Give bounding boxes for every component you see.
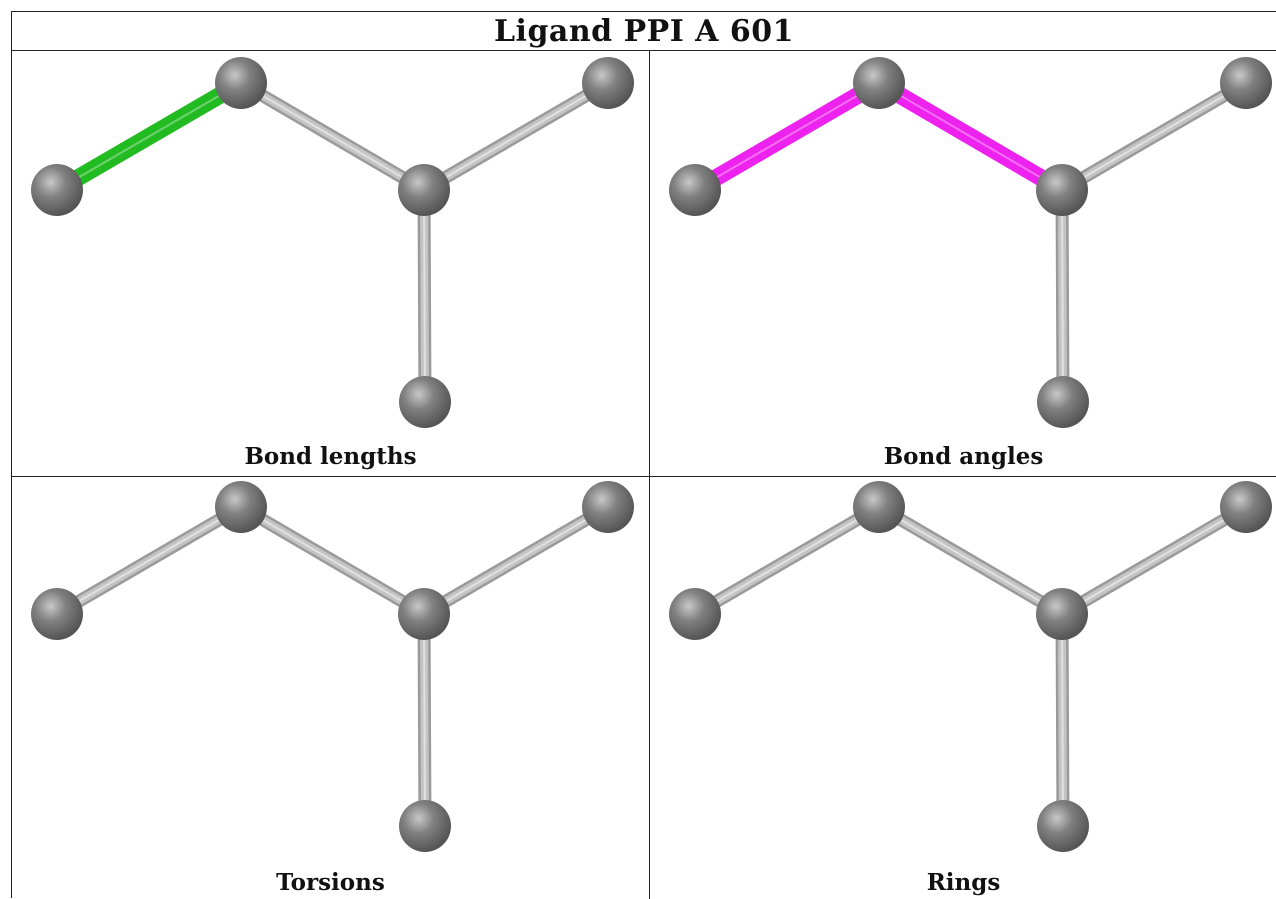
atom-a4 [582,57,634,109]
atom-a3 [1036,588,1088,640]
bond-a3-a5 [1055,613,1070,827]
atom-a4 [582,481,634,533]
bond-a3-a4 [1058,77,1250,196]
molecule-diagram [669,57,1272,428]
molecule-diagram [31,57,634,428]
atom-a3 [398,588,450,640]
bond-a2-a3 [875,501,1066,620]
bond-a3-a4 [420,77,612,196]
panel-caption: Rings [926,869,1001,896]
atom-a1 [669,588,721,640]
atom-a2 [853,57,905,109]
grid-divider-vertical [649,51,650,899]
bond-a2-a3 [237,77,428,196]
figure-title: Ligand PPI A 601 [493,13,795,49]
panel-bond-angles: Bond angles [650,52,1276,476]
bond-a3-a4 [420,501,612,620]
bond-a1-a2 [691,501,883,620]
atom-a1 [31,164,83,216]
atom-a5 [1037,800,1089,852]
figure-frame: Ligand PPI A 601 Bond lengths Bond angle… [11,11,1276,899]
atom-a4 [1220,481,1272,533]
bond-a3-a5 [417,613,432,827]
bond-a2-a3 [874,75,1067,198]
atom-a3 [1036,164,1088,216]
molecule-diagram [31,481,634,852]
bond-a3-a5 [417,189,432,403]
atom-a3 [398,164,450,216]
atom-a1 [669,164,721,216]
panel-caption: Bond lengths [244,443,417,470]
grid-divider-horizontal [12,476,1276,477]
atom-a5 [1037,376,1089,428]
atom-a2 [853,481,905,533]
panel-bond-lengths: Bond lengths [12,52,649,476]
panel-caption: Torsions [276,869,385,896]
atom-a5 [399,800,451,852]
panel-torsions: Torsions [12,477,649,899]
bond-a1-a2 [690,75,884,198]
atom-a2 [215,481,267,533]
atom-a5 [399,376,451,428]
panel-caption: Bond angles [883,443,1044,470]
bond-a2-a3 [237,501,428,620]
bond-a3-a4 [1058,501,1250,620]
bond-a3-a5 [1055,189,1070,403]
bond-a1-a2 [52,75,246,198]
panel-rings: Rings [650,477,1276,899]
bond-a1-a2 [53,501,245,620]
atom-a1 [31,588,83,640]
atom-a2 [215,57,267,109]
molecule-diagram [669,481,1272,852]
title-bar: Ligand PPI A 601 [12,12,1276,51]
atom-a4 [1220,57,1272,109]
